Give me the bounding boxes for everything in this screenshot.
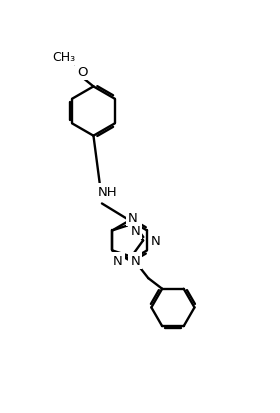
Text: N: N (130, 224, 140, 237)
Text: O: O (77, 66, 88, 79)
Text: N: N (151, 234, 160, 247)
Text: NH: NH (97, 186, 117, 199)
Text: N: N (113, 254, 123, 267)
Text: N: N (130, 254, 140, 267)
Text: N: N (128, 211, 138, 224)
Text: CH₃: CH₃ (53, 51, 76, 64)
